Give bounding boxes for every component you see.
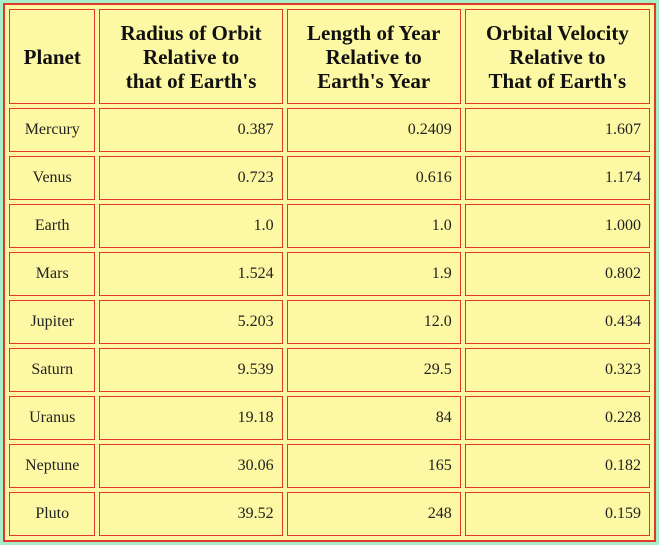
header-cell: Length of Year Relative to Earth's Year xyxy=(286,9,461,104)
value-cell: 248 xyxy=(286,492,461,536)
planet-name: Uranus xyxy=(9,396,96,440)
data-row: Pluto 39.52 248 0.159 xyxy=(9,492,650,536)
value-cell: 0.802 xyxy=(464,252,650,296)
value-cell: 1.0 xyxy=(286,204,461,248)
value-cell: 12.0 xyxy=(286,300,461,344)
value-cell: 1.607 xyxy=(464,108,650,152)
data-row: Mars 1.524 1.9 0.802 xyxy=(9,252,650,296)
value-cell: 19.18 xyxy=(99,396,283,440)
value-cell: 1.9 xyxy=(286,252,461,296)
planet-name: Mars xyxy=(9,252,96,296)
value-cell: 84 xyxy=(286,396,461,440)
value-cell: 30.06 xyxy=(99,444,283,488)
data-row: Earth 1.0 1.0 1.000 xyxy=(9,204,650,248)
data-row: Saturn 9.539 29.5 0.323 xyxy=(9,348,650,392)
header-line: Relative to xyxy=(142,44,240,69)
header-line: Radius of Orbit xyxy=(120,20,262,45)
value-cell: 1.174 xyxy=(464,156,650,200)
planet-name: Venus xyxy=(9,156,96,200)
header-line: That of Earth's xyxy=(488,68,627,93)
header-cell: Orbital Velocity Relative to That of Earth… xyxy=(464,9,650,104)
value-cell: 5.203 xyxy=(99,300,283,344)
header-cell: Radius of Orbit Relative to that of Earth'… xyxy=(99,9,283,104)
header-row: Planet Radius of Orbit Relative to that of … xyxy=(9,9,650,104)
header-line: Planet xyxy=(23,44,81,69)
value-cell: 0.159 xyxy=(464,492,650,536)
value-cell: 0.616 xyxy=(286,156,461,200)
planet-name: Earth xyxy=(9,204,96,248)
value-cell: 0.434 xyxy=(464,300,650,344)
value-cell: 1.0 xyxy=(99,204,283,248)
data-row: Neptune 30.06 165 0.182 xyxy=(9,444,650,488)
value-cell: 1.000 xyxy=(464,204,650,248)
header-line: Relative to xyxy=(509,44,606,69)
planet-table: Planet Radius of Orbit Relative to that of … xyxy=(3,3,656,542)
value-cell: 165 xyxy=(286,444,461,488)
value-cell: 0.182 xyxy=(464,444,650,488)
data-row: Mercury 0.387 0.2409 1.607 xyxy=(9,108,650,152)
header-line: Relative to xyxy=(325,44,422,69)
planet-name: Neptune xyxy=(9,444,96,488)
planet-name: Pluto xyxy=(9,492,96,536)
value-cell: 9.539 xyxy=(99,348,283,392)
value-cell: 0.723 xyxy=(99,156,283,200)
value-cell: 0.228 xyxy=(464,396,650,440)
header-line: Earth's Year xyxy=(317,68,431,93)
data-row: Jupiter 5.203 12.0 0.434 xyxy=(9,300,650,344)
planet-name: Jupiter xyxy=(9,300,96,344)
data-row: Uranus 19.18 84 0.228 xyxy=(9,396,650,440)
value-cell: 0.387 xyxy=(99,108,283,152)
data-row: Venus 0.723 0.616 1.174 xyxy=(9,156,650,200)
value-cell: 0.2409 xyxy=(286,108,461,152)
header-cell: Planet xyxy=(9,9,96,104)
header-line: Length of Year xyxy=(307,20,441,45)
value-cell: 0.323 xyxy=(464,348,650,392)
header-line: that of Earth's xyxy=(125,68,257,93)
value-cell: 29.5 xyxy=(286,348,461,392)
table-body: Planet Radius of Orbit Relative to that of … xyxy=(9,9,650,536)
value-cell: 39.52 xyxy=(99,492,283,536)
header-line: Orbital Velocity xyxy=(485,20,629,45)
planet-name: Saturn xyxy=(9,348,96,392)
planet-name: Mercury xyxy=(9,108,96,152)
value-cell: 1.524 xyxy=(99,252,283,296)
